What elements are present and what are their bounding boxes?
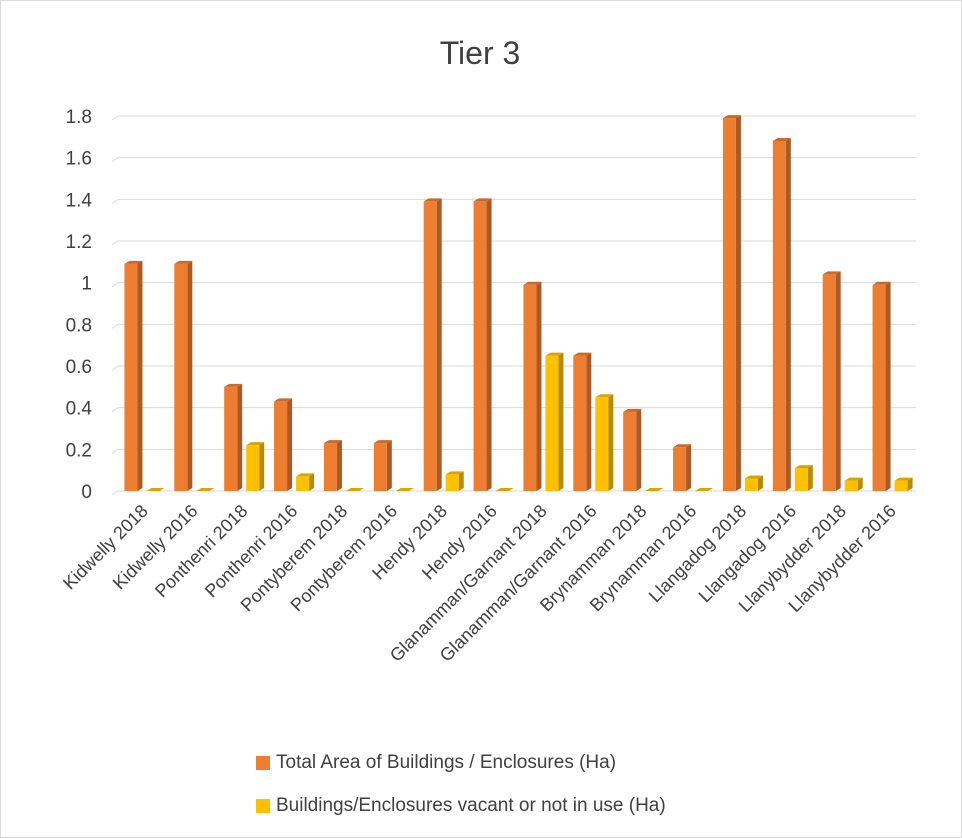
y-tick-label: 1.8 (66, 107, 92, 128)
bar-vacant (495, 488, 514, 491)
gridline (111, 115, 916, 121)
bar-total-area (772, 138, 791, 491)
bar-vacant (645, 488, 664, 491)
bar-total-area (822, 271, 841, 491)
bar-vacant (296, 473, 315, 491)
bar-vacant (146, 488, 165, 491)
bar-vacant (744, 475, 763, 491)
legend-swatch-vacant (256, 799, 270, 813)
legend-label-total-area: Total Area of Buildings / Enclosures (Ha… (276, 752, 617, 773)
bar-vacant (894, 477, 913, 491)
bar-vacant (595, 394, 614, 491)
gridline (111, 407, 916, 413)
bar-vacant (695, 488, 714, 491)
gridline (111, 490, 916, 496)
bar-total-area (573, 352, 592, 491)
bar-total-area (473, 198, 492, 491)
y-tick-label: 0 (81, 482, 92, 503)
bar-total-area (423, 198, 442, 491)
gridline (111, 323, 916, 329)
legend-item-vacant: Buildings/Enclosures vacant or not in us… (256, 795, 666, 817)
bar-total-area (124, 260, 143, 491)
bar-vacant (395, 488, 414, 491)
gridline (111, 282, 916, 288)
bar-total-area (323, 440, 342, 491)
bar-vacant (345, 488, 364, 491)
legend-label-vacant: Buildings/Enclosures vacant or not in us… (276, 795, 666, 816)
bar-total-area (373, 440, 392, 491)
y-tick-label: 0.2 (66, 440, 92, 461)
bar-vacant (445, 471, 464, 491)
y-tick-label: 1.2 (66, 232, 92, 253)
bar-total-area (673, 444, 692, 491)
bar-total-area (722, 115, 741, 491)
y-tick-label: 1.6 (66, 149, 92, 170)
bar-vacant (196, 488, 215, 491)
gridline (111, 157, 916, 163)
gridline (111, 365, 916, 371)
bar-total-area (274, 398, 293, 491)
y-tick-label: 0.4 (66, 399, 93, 420)
bar-vacant (844, 477, 863, 491)
gridline (111, 448, 916, 454)
gridline (111, 240, 916, 246)
bar-vacant (794, 465, 813, 491)
x-category-label: Kidwelly 2018 (59, 501, 152, 594)
bar-total-area (174, 260, 193, 491)
y-tick-label: 0.8 (66, 315, 92, 336)
y-tick-label: 0.6 (66, 357, 92, 378)
bar-vacant (246, 442, 265, 491)
chart-title: Tier 3 (440, 35, 521, 71)
bar-vacant (545, 352, 564, 491)
legend-swatch-total-area (256, 756, 270, 770)
bar-total-area (872, 281, 891, 491)
bar-total-area (523, 281, 542, 491)
y-tick-label: 1 (81, 274, 92, 295)
y-tick-label: 1.4 (66, 190, 93, 211)
gridline (111, 198, 916, 204)
bar-total-area (623, 408, 642, 491)
bar-total-area (224, 383, 243, 491)
legend-item-total-area: Total Area of Buildings / Enclosures (Ha… (256, 752, 616, 774)
